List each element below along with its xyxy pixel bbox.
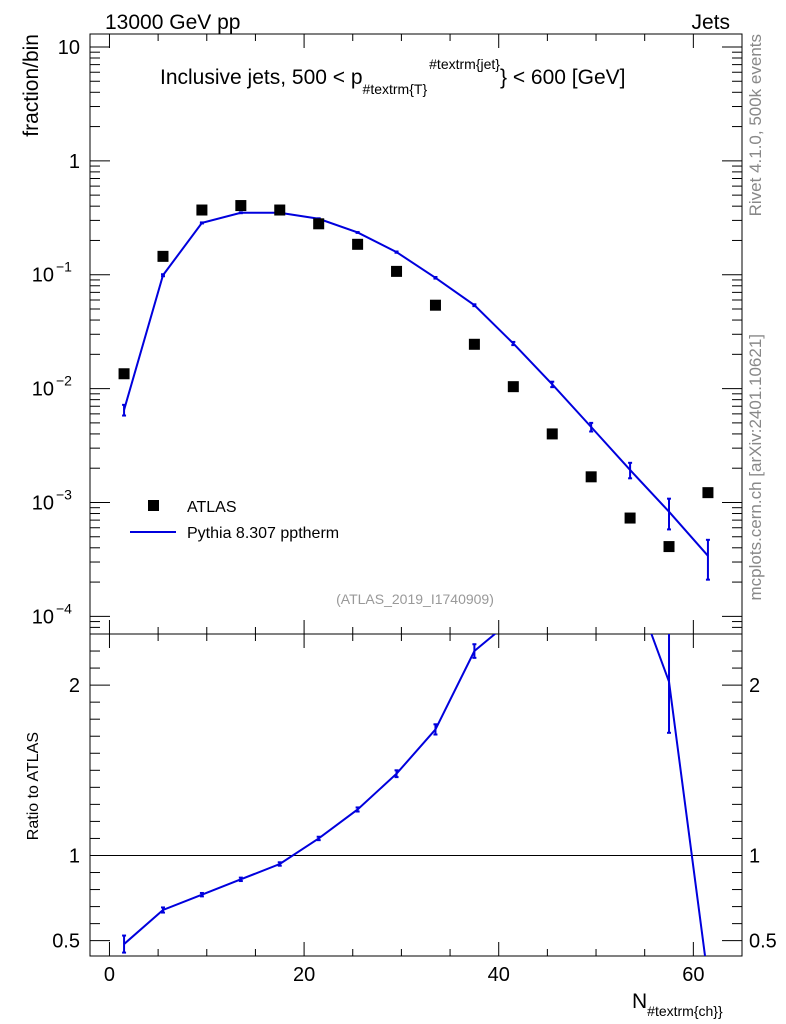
- x-tick-label: 60: [682, 964, 704, 986]
- atlas-point: [118, 368, 130, 380]
- category-label: Jets: [691, 11, 730, 34]
- y-tick-label: 10: [32, 606, 54, 628]
- chart-title-main: Inclusive jets, 500 < p: [160, 66, 363, 89]
- y-axis-label-ratio: Ratio to ATLAS: [25, 732, 42, 840]
- y-tick-label-right: 2: [749, 675, 760, 697]
- chart-title-sup: #textrm{jet}: [429, 56, 500, 72]
- energy-label: 13000 GeV pp: [105, 11, 240, 34]
- y-tick-label: 10: [32, 492, 54, 514]
- ratio-plot-frame: [89, 633, 743, 957]
- legend: ATLAS Pythia 8.307 pptherm: [130, 499, 339, 542]
- mc-series-ratio: [122, 634, 707, 956]
- x-tick-label: 40: [488, 964, 510, 986]
- atlas-point: [274, 204, 286, 216]
- chart-title-sub: #textrm{T}: [363, 81, 428, 97]
- atlas-point: [624, 512, 636, 524]
- y-axis-tick-labels-ratio: 2 2 1 1 0.5 0.5: [52, 675, 777, 953]
- rivet-version-label: Rivet 4.1.0, 500k events: [746, 34, 765, 216]
- y-tick-label: 10: [32, 265, 54, 287]
- y-tick-label: 1: [69, 845, 80, 867]
- y-tick-label: 2: [69, 675, 80, 697]
- x-tick-label: 0: [104, 964, 115, 986]
- x-tick-label: 20: [293, 964, 315, 986]
- x-axis-ticks: [108, 34, 694, 956]
- x-axis-label-sub: #textrm{ch}}: [647, 1003, 723, 1019]
- atlas-point: [507, 381, 519, 393]
- atlas-series-main: [118, 200, 714, 553]
- y-tick-exponent: −2: [56, 373, 72, 389]
- mc-line: [123, 211, 709, 557]
- legend-atlas-label: ATLAS: [187, 499, 237, 516]
- mcplots-label: mcplots.cern.ch [arXiv:2401.10621]: [746, 334, 765, 600]
- atlas-point: [196, 204, 208, 216]
- chart-title: Inclusive jets, 500 < p#textrm{T}#textrm…: [160, 56, 625, 97]
- atlas-point: [391, 265, 403, 277]
- atlas-point: [235, 200, 247, 212]
- atlas-point: [468, 338, 480, 350]
- y-tick-label: 1: [69, 151, 80, 173]
- y-axis-label-main: fraction/bin: [20, 34, 43, 137]
- atlas-point: [352, 238, 364, 250]
- legend-mc-label: Pythia 8.307 pptherm: [187, 525, 339, 542]
- y-tick-exponent: −3: [56, 486, 72, 502]
- atlas-point: [313, 218, 325, 230]
- atlas-point: [663, 541, 675, 553]
- ratio-line: [123, 634, 707, 956]
- x-axis-tick-labels: 0 20 40 60: [104, 964, 705, 986]
- x-axis-label: N#textrm{ch}}: [632, 990, 723, 1019]
- y-axis-ticks-main: [90, 46, 742, 635]
- atlas-point: [702, 487, 714, 499]
- main-plot-frame: [89, 33, 743, 635]
- y-tick-exponent: −4: [56, 600, 72, 616]
- y-axis-ticks-ratio: [90, 650, 742, 942]
- y-tick-label-right: 1: [749, 845, 760, 867]
- atlas-point: [429, 299, 441, 311]
- y-tick-label: 0.5: [52, 931, 80, 953]
- y-tick-exponent: −1: [56, 259, 72, 275]
- atlas-point: [157, 250, 169, 262]
- legend-atlas-marker: [148, 500, 159, 511]
- y-tick-label-right: 0.5: [749, 931, 777, 953]
- y-tick-label: 10: [32, 379, 54, 401]
- atlas-point: [585, 471, 597, 483]
- analysis-id: (ATLAS_2019_I1740909): [336, 591, 494, 607]
- x-axis-label-main: N: [632, 990, 647, 1013]
- atlas-point: [546, 428, 558, 440]
- y-tick-label: 10: [58, 37, 80, 59]
- chart-title-tail: } < 600 [GeV]: [500, 66, 626, 89]
